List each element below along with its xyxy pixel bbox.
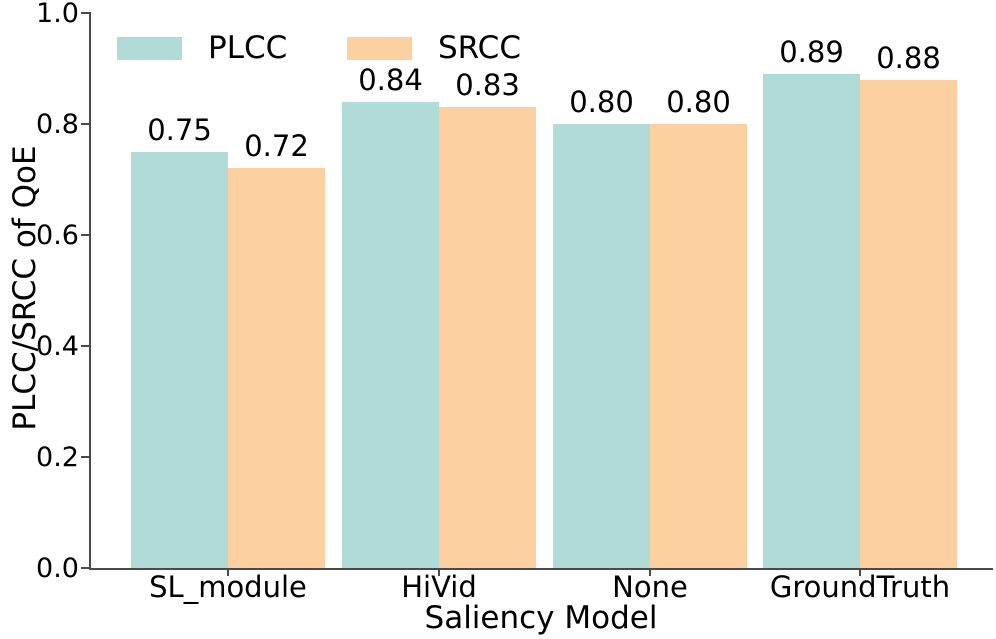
x-tick-mark xyxy=(438,568,440,576)
legend-swatch-plcc xyxy=(117,37,182,60)
bar-plcc-none xyxy=(553,124,650,568)
legend-label-plcc: PLCC xyxy=(208,30,288,66)
bar-value-label: 0.80 xyxy=(569,85,634,119)
x-tick-mark xyxy=(649,568,651,576)
x-axis-line xyxy=(89,568,993,570)
y-tick-mark xyxy=(81,567,89,569)
y-tick-mark xyxy=(81,456,89,458)
bar-srcc-hivid xyxy=(439,107,536,568)
y-tick-label: 0.0 xyxy=(36,552,79,584)
x-tick-label-sl-module: SL_module xyxy=(149,570,307,604)
x-tick-mark xyxy=(859,568,861,576)
legend-swatch-srcc xyxy=(347,37,412,60)
x-axis-label: Saliency Model xyxy=(424,600,658,636)
bar-plcc-groundtruth xyxy=(763,74,860,568)
bar-value-label: 0.72 xyxy=(244,129,309,164)
y-tick-mark xyxy=(81,123,89,125)
bar-srcc-groundtruth xyxy=(860,79,957,568)
legend-label-srcc: SRCC xyxy=(438,30,521,66)
y-tick-mark xyxy=(81,234,89,236)
y-tick-label: 1.0 xyxy=(36,0,79,29)
bar-plcc-hivid xyxy=(342,101,439,568)
bar-value-label: 0.80 xyxy=(666,85,731,119)
y-tick-label: 0.6 xyxy=(36,219,79,251)
x-tick-label-hivid: HiVid xyxy=(401,570,477,604)
y-tick-label: 0.2 xyxy=(36,441,79,473)
y-tick-label: 0.4 xyxy=(36,330,79,362)
y-tick-mark xyxy=(81,345,89,347)
legend-item-srcc: SRCC xyxy=(347,33,521,64)
bar-plcc-sl-module xyxy=(131,151,228,568)
y-axis-line xyxy=(89,12,91,569)
y-axis-label: PLCC/SRCC of QoE xyxy=(7,145,43,431)
x-tick-label-groundtruth: GroundTruth xyxy=(769,570,951,604)
bar-value-label: 0.89 xyxy=(779,35,844,70)
bar-srcc-none xyxy=(650,124,747,568)
bar-value-label: 0.75 xyxy=(147,112,212,147)
bar-srcc-sl-module xyxy=(228,168,325,568)
legend-item-plcc: PLCC xyxy=(117,33,287,64)
bar-value-label: 0.83 xyxy=(455,68,520,103)
bar-value-label: 0.84 xyxy=(358,62,423,97)
y-tick-label: 0.8 xyxy=(36,108,79,140)
y-tick-mark xyxy=(81,12,89,14)
x-tick-mark xyxy=(227,568,229,576)
x-tick-label-none: None xyxy=(612,570,688,604)
bar-value-label: 0.88 xyxy=(876,40,941,75)
